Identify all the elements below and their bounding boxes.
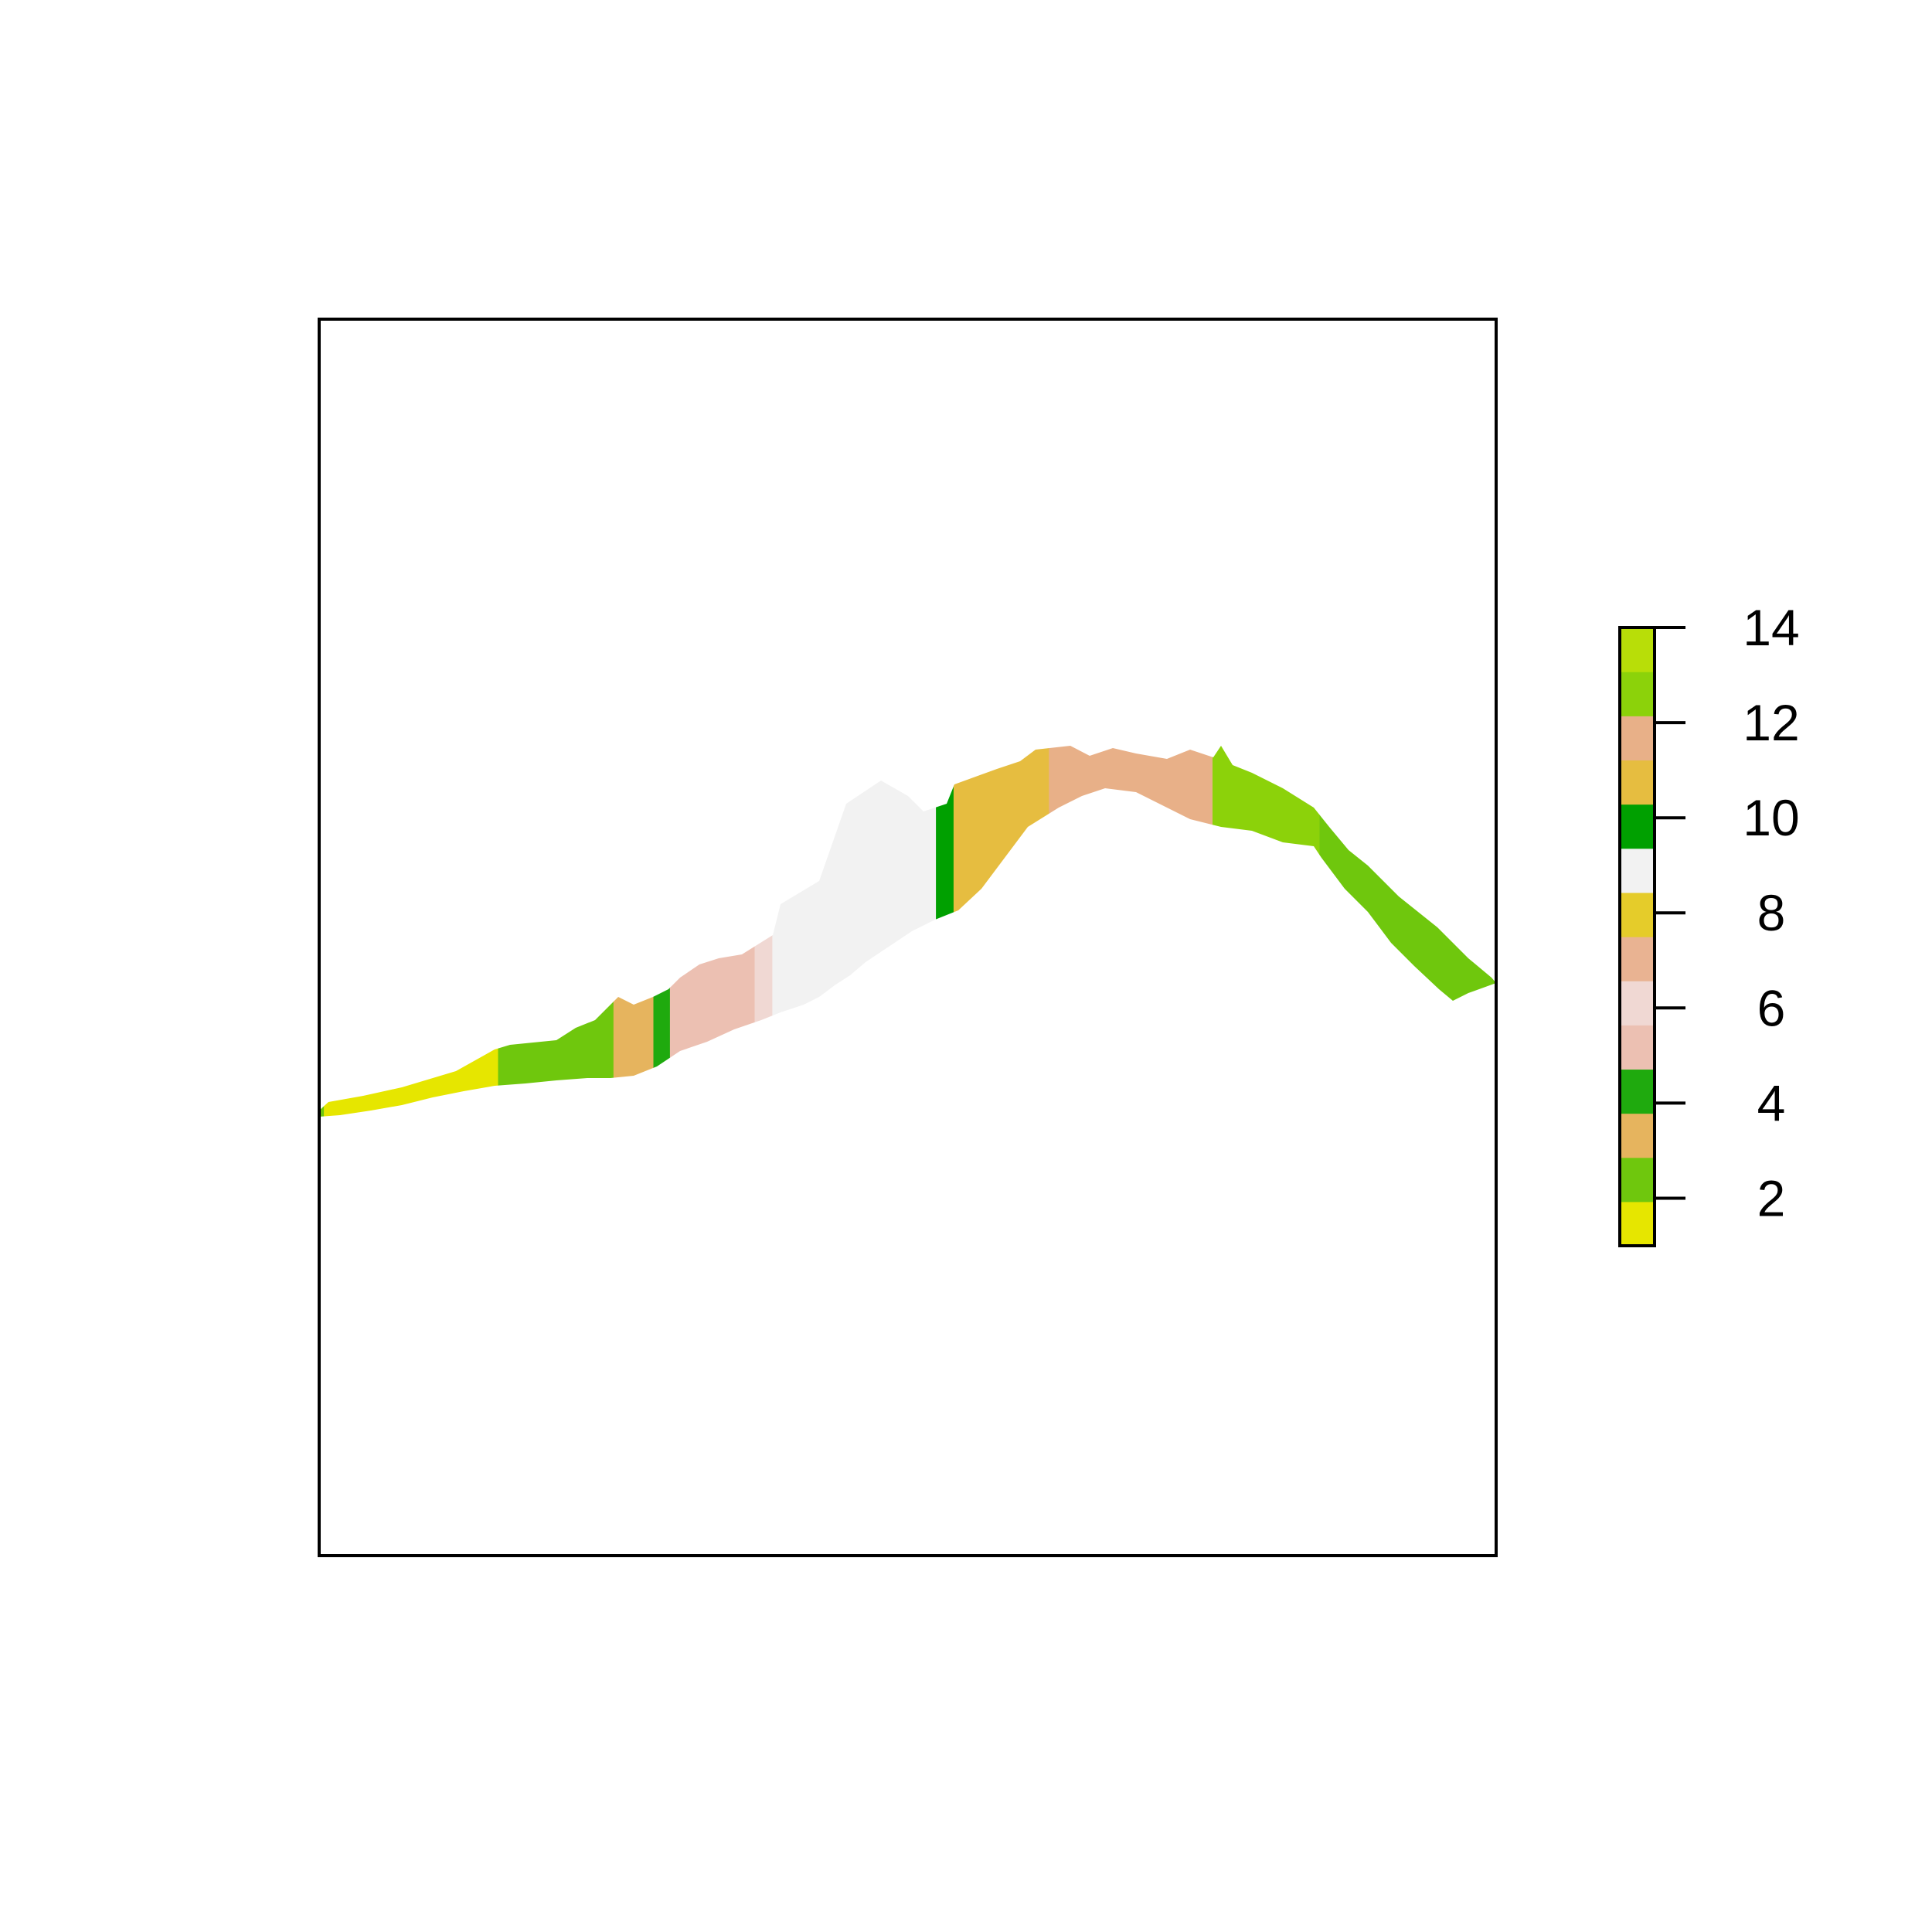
legend-tick-label-2: 2 [1757, 1170, 1786, 1227]
raster-region-5 [653, 746, 671, 1117]
legend-tick-label-12: 12 [1743, 694, 1799, 751]
raster-region-4 [613, 746, 655, 1117]
legend-swatch-8 [1620, 892, 1655, 937]
legend-swatch-1 [1620, 1201, 1655, 1247]
legend-swatch-4 [1620, 1069, 1655, 1114]
raster-region-3 [498, 746, 614, 1117]
legend-swatch-2 [1620, 1157, 1655, 1202]
plot-frame [318, 318, 1498, 1557]
legend-frame [1618, 626, 1656, 1247]
legend-swatch-10 [1620, 804, 1655, 849]
legend-tick-label-6: 6 [1757, 979, 1786, 1036]
raster-region-8 [772, 746, 937, 1117]
raster-region-12 [1213, 746, 1321, 1117]
legend-swatch-11 [1620, 760, 1655, 805]
raster-region-13 [1319, 746, 1496, 1117]
legend-swatch-9 [1620, 848, 1655, 893]
raster-region-11 [1049, 746, 1213, 1117]
legend-tick-label-8: 8 [1757, 884, 1786, 941]
legend-swatch-3 [1620, 1113, 1655, 1158]
legend-swatch-13 [1620, 672, 1655, 716]
raster-region-9 [936, 746, 954, 1117]
legend-swatch-5 [1620, 1025, 1655, 1070]
legend-swatch-14 [1620, 628, 1655, 672]
legend-swatch-6 [1620, 981, 1655, 1026]
raster-region-10 [953, 746, 1049, 1117]
color-legend: 2 4 6 8 10 12 14 [1618, 599, 1800, 1247]
legend-swatch-12 [1620, 716, 1655, 761]
raster-region-7 [754, 746, 773, 1117]
raster-region-2 [324, 746, 498, 1117]
legend-tick-label-10: 10 [1743, 789, 1799, 846]
legend-tick-label-14: 14 [1743, 599, 1799, 656]
legend-swatch-7 [1620, 937, 1655, 981]
legend-tick-label-4: 4 [1757, 1074, 1786, 1131]
raster-layer [319, 746, 1496, 1117]
raster-region-6 [669, 746, 756, 1117]
